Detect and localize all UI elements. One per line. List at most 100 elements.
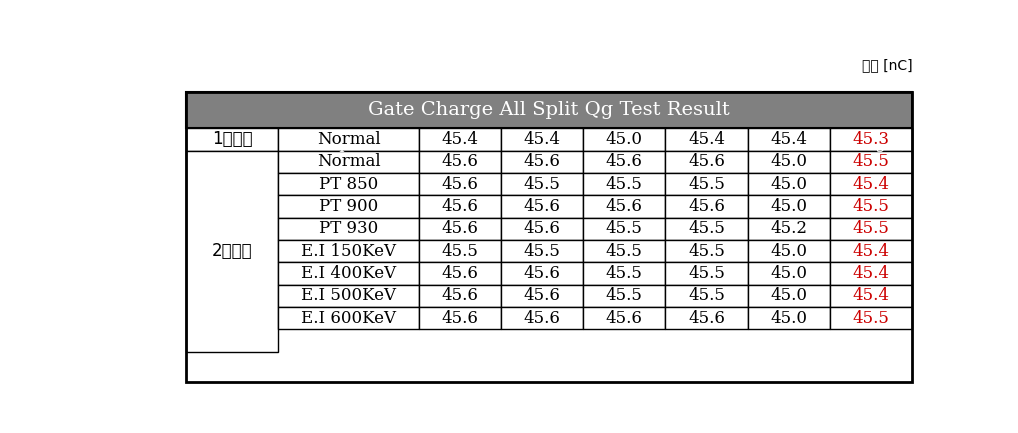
Text: E.I 600KeV: E.I 600KeV — [301, 310, 396, 326]
Bar — [748, 284, 830, 307]
Bar — [583, 217, 666, 240]
Text: 45.2: 45.2 — [771, 220, 807, 237]
Bar — [666, 307, 748, 329]
Bar — [501, 284, 583, 307]
Text: Gate Charge All Split Qg Test Result: Gate Charge All Split Qg Test Result — [369, 101, 730, 119]
Bar — [501, 240, 583, 262]
Text: 2차년도: 2차년도 — [212, 242, 252, 260]
Text: 45.0: 45.0 — [771, 265, 807, 282]
Bar — [278, 151, 418, 173]
Text: 45.4: 45.4 — [442, 131, 478, 148]
Bar — [278, 217, 418, 240]
Bar — [666, 173, 748, 195]
Text: 45.4: 45.4 — [771, 131, 807, 148]
Text: 5: 5 — [784, 135, 794, 152]
Text: 45.6: 45.6 — [523, 287, 561, 304]
Text: Normal: Normal — [317, 131, 381, 148]
Text: 1: 1 — [454, 135, 465, 152]
Bar — [830, 195, 912, 217]
Text: 45.5: 45.5 — [523, 242, 561, 259]
Bar — [418, 195, 501, 217]
Bar — [418, 151, 501, 173]
Text: 45.0: 45.0 — [771, 287, 807, 304]
Text: PT 850: PT 850 — [319, 175, 378, 193]
Bar — [666, 151, 748, 173]
Text: Normal: Normal — [317, 153, 381, 170]
Bar — [830, 240, 912, 262]
Bar — [666, 128, 748, 151]
Bar — [418, 128, 501, 151]
Text: 45.5: 45.5 — [688, 220, 725, 237]
Bar — [418, 262, 501, 284]
Bar — [418, 240, 501, 262]
Bar — [501, 307, 583, 329]
Text: 3: 3 — [619, 135, 630, 152]
Bar — [830, 151, 912, 173]
Text: avg: avg — [856, 135, 886, 152]
Bar — [830, 128, 912, 151]
Bar — [278, 195, 418, 217]
Text: 45.4: 45.4 — [853, 242, 890, 259]
Bar — [418, 307, 501, 329]
Text: PT 900: PT 900 — [319, 198, 378, 215]
Bar — [830, 217, 912, 240]
Text: 45.5: 45.5 — [523, 175, 561, 193]
Bar — [278, 240, 418, 262]
Bar — [501, 195, 583, 217]
Text: 45.5: 45.5 — [606, 220, 642, 237]
Text: 4: 4 — [701, 135, 712, 152]
Text: 45.4: 45.4 — [853, 175, 890, 193]
Bar — [501, 151, 583, 173]
Bar — [830, 262, 912, 284]
Text: 45.6: 45.6 — [442, 265, 478, 282]
Text: 45.6: 45.6 — [523, 153, 561, 170]
Text: 45.6: 45.6 — [442, 287, 478, 304]
Bar — [748, 217, 830, 240]
Text: 45.6: 45.6 — [688, 198, 725, 215]
Bar — [666, 284, 748, 307]
Bar — [583, 151, 666, 173]
Text: 45.5: 45.5 — [606, 265, 642, 282]
Bar — [583, 240, 666, 262]
Bar — [418, 284, 501, 307]
Text: 45.6: 45.6 — [688, 310, 725, 326]
Bar — [418, 217, 501, 240]
Text: 45.4: 45.4 — [523, 131, 561, 148]
Bar — [278, 284, 418, 307]
Bar — [748, 195, 830, 217]
Bar — [748, 128, 830, 158]
Bar — [666, 240, 748, 262]
Bar — [278, 128, 418, 158]
Bar — [501, 217, 583, 240]
Text: 2: 2 — [536, 135, 548, 152]
Bar — [418, 128, 501, 158]
Text: 45.0: 45.0 — [771, 198, 807, 215]
Bar — [583, 284, 666, 307]
Text: 45.5: 45.5 — [853, 153, 890, 170]
Bar — [583, 173, 666, 195]
Text: E.I 150KeV: E.I 150KeV — [301, 242, 396, 259]
Bar — [748, 240, 830, 262]
Bar — [583, 128, 666, 158]
Text: 1차년도: 1차년도 — [212, 130, 252, 149]
Text: 45.6: 45.6 — [606, 310, 642, 326]
Text: E.I 500KeV: E.I 500KeV — [301, 287, 396, 304]
Text: 45.5: 45.5 — [442, 242, 478, 259]
Bar — [583, 128, 666, 151]
Bar — [186, 92, 912, 382]
Text: E.I 400KeV: E.I 400KeV — [301, 265, 396, 282]
Bar — [583, 262, 666, 284]
Bar — [278, 173, 418, 195]
Text: 45.6: 45.6 — [523, 265, 561, 282]
Text: 45.6: 45.6 — [442, 153, 478, 170]
Bar — [278, 128, 418, 151]
Text: 45.6: 45.6 — [442, 220, 478, 237]
Text: 45.4: 45.4 — [688, 131, 725, 148]
Bar — [830, 284, 912, 307]
Bar — [186, 151, 278, 352]
Text: 45.6: 45.6 — [606, 153, 642, 170]
Bar — [748, 151, 830, 173]
Text: 45.6: 45.6 — [442, 198, 478, 215]
Text: 45.5: 45.5 — [688, 265, 725, 282]
Bar — [186, 128, 278, 151]
